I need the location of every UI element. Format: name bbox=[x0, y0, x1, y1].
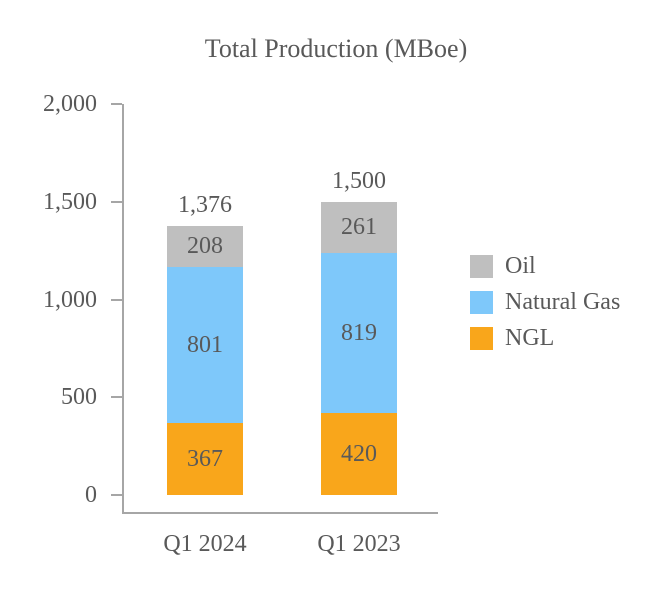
segment-label: 801 bbox=[187, 331, 223, 358]
y-tick-mark bbox=[111, 200, 122, 203]
bar-segment-oil bbox=[321, 201, 397, 253]
bar-segment-natural-gas bbox=[321, 252, 397, 413]
bar-total-label: 1,376 bbox=[178, 191, 232, 218]
y-tick-label: 2,000 bbox=[43, 91, 97, 117]
segment-label: 367 bbox=[187, 446, 223, 473]
y-tick-mark bbox=[111, 494, 122, 496]
y-tick-label: 1,500 bbox=[43, 188, 97, 215]
legend-label: Natural Gas bbox=[505, 289, 621, 315]
x-axis-line bbox=[122, 512, 438, 514]
legend-swatch-oil bbox=[470, 255, 493, 278]
legend-swatch-natural-gas bbox=[470, 291, 493, 314]
bar-total-label: 1,500 bbox=[332, 167, 386, 194]
bar-segment-ngl bbox=[321, 412, 397, 495]
segment-label: 420 bbox=[341, 440, 377, 467]
x-category-label: Q1 2024 bbox=[163, 531, 247, 557]
y-tick-mark bbox=[111, 298, 122, 301]
legend-label: NGL bbox=[505, 325, 555, 351]
bar-segment-natural-gas bbox=[167, 266, 243, 424]
y-tick-mark bbox=[111, 103, 122, 105]
segment-label: 208 bbox=[187, 233, 223, 260]
legend-label: Oil bbox=[505, 253, 536, 279]
segment-label: 261 bbox=[341, 214, 377, 241]
y-tick-label: 1,000 bbox=[43, 286, 97, 313]
y-tick-label: 500 bbox=[61, 384, 97, 411]
legend-swatch-ngl bbox=[470, 327, 493, 350]
x-category-label: Q1 2023 bbox=[317, 531, 401, 557]
y-tick-label: 0 bbox=[85, 482, 97, 508]
bar-segment-ngl bbox=[167, 423, 243, 495]
bar-segment-oil bbox=[167, 225, 243, 267]
segment-label: 819 bbox=[341, 319, 377, 346]
y-axis-line bbox=[122, 104, 124, 514]
chart-title: Total Production (MBoe) bbox=[204, 34, 468, 63]
y-tick-mark bbox=[111, 396, 122, 399]
